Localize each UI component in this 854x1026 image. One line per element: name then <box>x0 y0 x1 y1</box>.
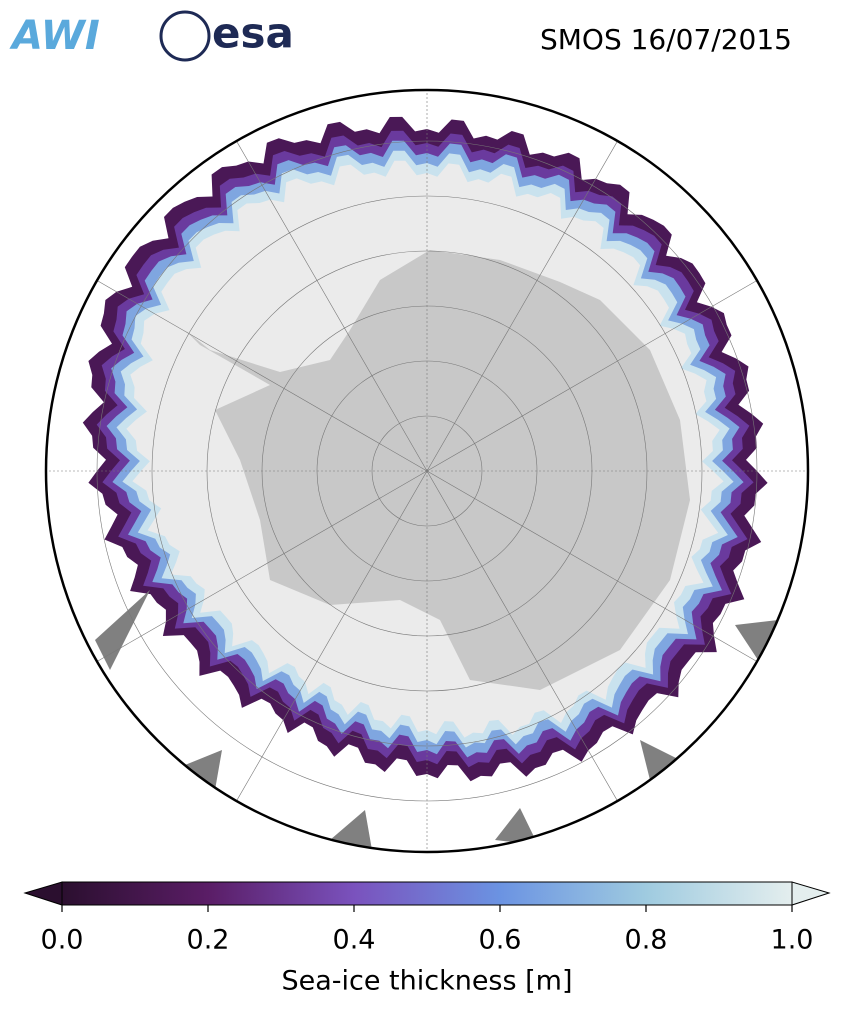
meridian <box>426 140 618 472</box>
meridian <box>96 280 428 472</box>
iceberg <box>185 750 222 790</box>
iceberg <box>735 620 778 660</box>
meridian <box>426 280 758 472</box>
awi-logo: AWI <box>9 13 100 59</box>
colorbar-tick-label: 0.6 <box>479 925 522 956</box>
map-border <box>44 88 810 854</box>
colorbar-tick-label: 0.0 <box>41 925 84 956</box>
meridian <box>426 470 758 662</box>
iceberg <box>95 590 150 670</box>
colorbar-under <box>23 881 63 906</box>
meridian <box>236 470 428 802</box>
colorbar-tick-label: 0.2 <box>187 925 230 956</box>
parallel <box>151 195 703 747</box>
iceberg <box>330 810 372 850</box>
meridian <box>96 470 428 662</box>
antarctica <box>185 250 690 690</box>
esa-logo: esa <box>212 9 294 58</box>
colorbar-over <box>791 881 831 906</box>
colorbar-tick-label: 0.8 <box>625 925 668 956</box>
logos: AWI esa <box>9 9 294 62</box>
iceberg <box>495 808 538 845</box>
colorbar-label: Sea-ice thickness [m] <box>281 966 572 997</box>
map <box>46 90 808 852</box>
meridian <box>426 470 618 802</box>
chart-title: SMOS 16/07/2015 <box>540 23 792 56</box>
colorbar: Sea-ice thickness [m] 0.0 0.2 0.4 0.6 0.8 1.0 <box>23 881 831 997</box>
colorbar-bar <box>61 881 793 906</box>
colorbar-tick-label: 0.4 <box>333 925 376 956</box>
meridian <box>236 140 428 472</box>
esa-emblem <box>159 10 211 62</box>
iceberg <box>640 740 680 780</box>
colorbar-tick-label: 1.0 <box>771 925 814 956</box>
parallel <box>371 415 483 527</box>
